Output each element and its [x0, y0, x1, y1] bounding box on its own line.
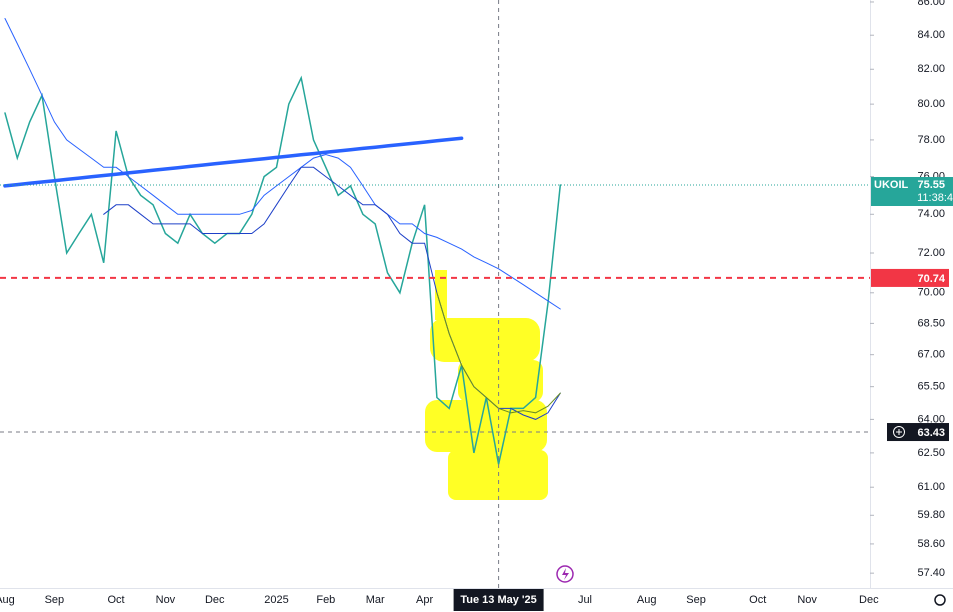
crosshair-x-badge — [453, 589, 544, 611]
x-tick-label: Sep — [45, 594, 65, 606]
y-tick-label: 84.00 — [917, 29, 945, 41]
last-price-badge — [871, 176, 953, 206]
y-tick-label: 74.00 — [917, 208, 945, 220]
event-icon[interactable] — [556, 565, 574, 583]
x-tick-label: Aug — [0, 594, 15, 606]
indicator-line — [4, 18, 561, 310]
x-tick-label: Nov — [156, 594, 176, 606]
y-tick-label: 68.50 — [917, 317, 945, 329]
x-tick-label: Nov — [797, 594, 817, 606]
crosshair-y-label: 63.43 — [917, 427, 945, 439]
x-tick-label: Aug — [637, 594, 657, 606]
y-tick-label: 78.00 — [917, 134, 945, 146]
x-tick-label: Oct — [107, 594, 124, 606]
y-tick-label: 64.00 — [917, 413, 945, 425]
x-tick-label: Feb — [316, 594, 335, 606]
hline-label: 70.74 — [917, 273, 945, 285]
price-line — [4, 75, 562, 465]
indicator-line — [3, 136, 464, 188]
add-alert-icon[interactable] — [893, 426, 905, 439]
x-tick-label: 2025 — [264, 594, 288, 606]
hline-badge — [871, 268, 949, 287]
x-tick-label: Oct — [749, 594, 766, 606]
y-tick-label: 65.50 — [917, 381, 945, 393]
yellow-highlight — [425, 270, 548, 500]
y-tick-label: 57.40 — [917, 567, 945, 579]
y-tick-label: 58.60 — [917, 538, 945, 550]
y-tick-label: 70.00 — [917, 287, 945, 299]
countdown-label: 11:38:4 — [917, 192, 953, 204]
last-price-label: 75.55 — [917, 179, 945, 191]
x-tick-label: Sep — [686, 594, 706, 606]
y-tick-label: 86.00 — [917, 0, 945, 8]
y-tick-label: 72.00 — [917, 247, 945, 259]
crosshair-x-label: Tue 13 May '25 — [460, 594, 536, 606]
x-tick-label: Dec — [205, 594, 225, 606]
x-tick-label: Mar — [366, 594, 385, 606]
y-tick-label: 59.80 — [917, 509, 945, 521]
event-bolt — [562, 568, 569, 580]
y-tick-label: 62.50 — [917, 447, 945, 459]
y-tick-label: 67.00 — [917, 349, 945, 361]
x-tick-label: Jul — [578, 594, 592, 606]
symbol-label: UKOIL — [874, 179, 909, 191]
x-tick-label: Dec — [859, 594, 879, 606]
settings-icon[interactable] — [934, 594, 946, 606]
y-tick-label: 80.00 — [917, 98, 945, 110]
x-tick-label: Apr — [416, 594, 433, 606]
y-tick-label: 82.00 — [917, 63, 945, 75]
add-alert-plus — [896, 429, 902, 436]
y-tick-label: 61.00 — [917, 481, 945, 493]
